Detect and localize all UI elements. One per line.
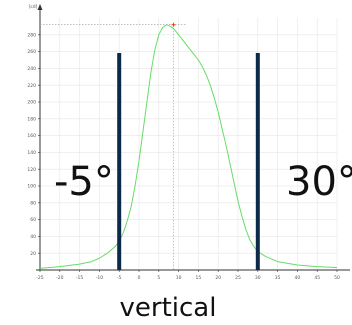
vertical-markers — [117, 53, 260, 270]
x-tick-label: 45 — [314, 275, 320, 281]
peak-marker — [171, 22, 176, 27]
y-tick-label: 160 — [27, 133, 36, 139]
x-tick-label: 50 — [334, 275, 340, 281]
series-layer — [39, 22, 338, 270]
y-tick-label: 60 — [30, 217, 36, 223]
x-tick-label: -10 — [96, 275, 103, 281]
marker-label-right: 30° — [286, 159, 352, 205]
x-tick-label: 15 — [196, 275, 202, 281]
y-tick-label: 200 — [27, 100, 36, 106]
x-axis-label: vertical — [120, 293, 217, 323]
x-tick-label: -15 — [76, 275, 83, 281]
y-tick-label: 80 — [30, 200, 36, 206]
intensity-curve — [39, 24, 338, 269]
y-tick-label: 20 — [30, 251, 36, 257]
y-tick-label: 140 — [27, 150, 36, 156]
y-tick-label: 120 — [27, 167, 36, 173]
y-axis-arrow — [37, 4, 43, 10]
x-tick-label: -25 — [36, 275, 43, 281]
y-tick-label: 280 — [27, 32, 36, 38]
labels: [cd]204060801001201401601802002202402602… — [27, 4, 352, 323]
y-tick-label: 180 — [27, 116, 36, 122]
y-tick-label: 100 — [27, 184, 36, 190]
x-tick-label: 20 — [215, 275, 221, 281]
axes — [36, 4, 350, 272]
x-tick-label: 10 — [176, 275, 182, 281]
y-tick-label: 240 — [27, 66, 36, 72]
marker-label-left: -5° — [54, 159, 114, 205]
y-unit-label: [cd] — [29, 4, 38, 10]
y-tick-label: 40 — [30, 234, 36, 240]
x-tick-label: 25 — [235, 275, 241, 281]
x-tick-label: 40 — [295, 275, 301, 281]
x-tick-label: 30 — [255, 275, 261, 281]
y-tick-label: 260 — [27, 49, 36, 55]
x-tick-label: 35 — [275, 275, 281, 281]
x-tick-label: -5 — [117, 275, 122, 281]
x-tick-label: -20 — [56, 275, 63, 281]
x-tick-label: 5 — [157, 275, 160, 281]
y-tick-label: 220 — [27, 83, 36, 89]
x-tick-label: 0 — [138, 275, 141, 281]
